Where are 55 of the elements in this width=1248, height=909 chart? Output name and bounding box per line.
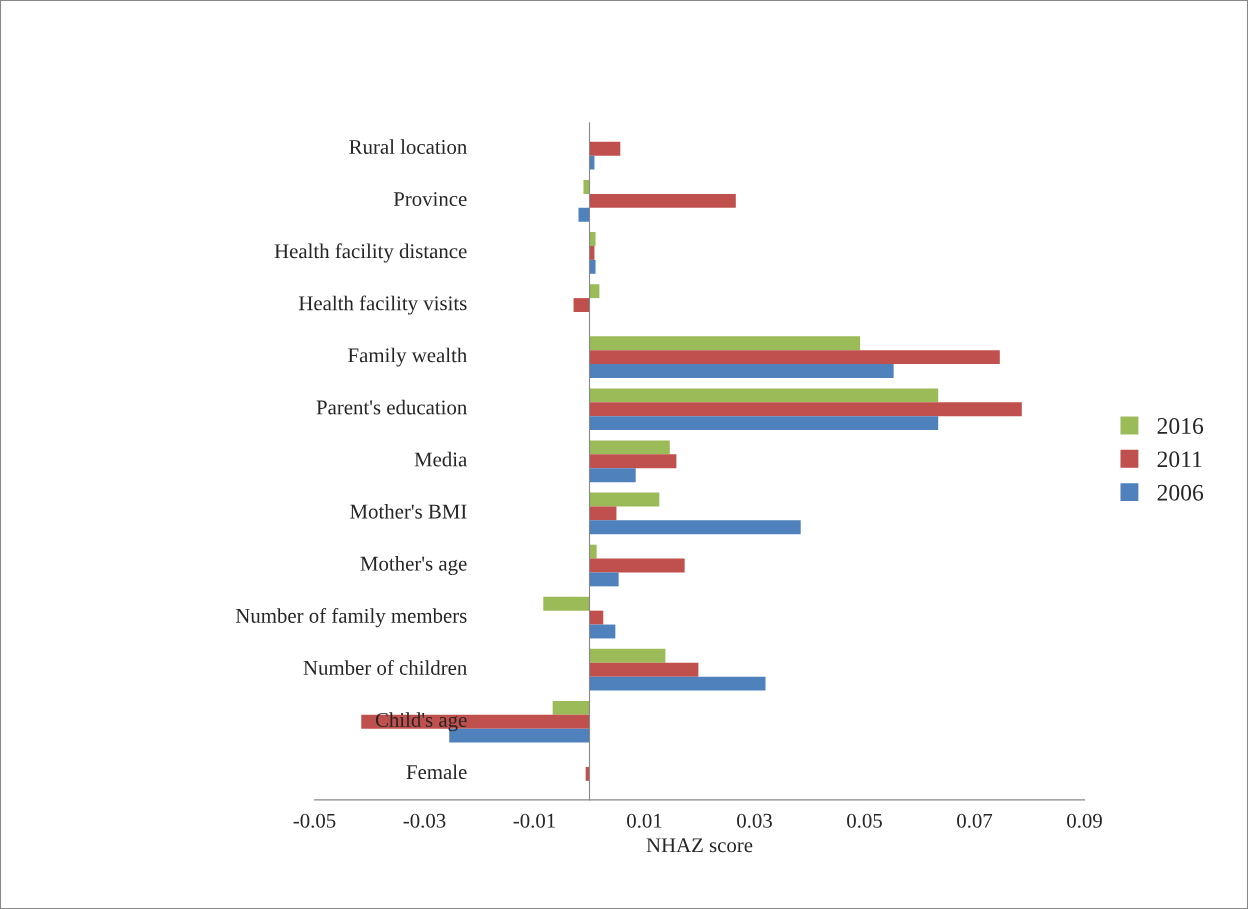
bar: [589, 648, 666, 663]
bar: [573, 298, 590, 312]
y-tick-label: Province: [393, 192, 467, 207]
bar: [589, 572, 619, 587]
bar: [589, 676, 766, 691]
y-tick-label: Family wealth: [348, 347, 468, 367]
y-tick-label: Mother's BMI: [350, 503, 467, 519]
y-tick-label: Parent's education: [316, 399, 467, 415]
y-tick-label: Media: [414, 451, 467, 467]
bar: [589, 610, 604, 625]
x-tick-label: 0.01: [627, 813, 662, 828]
x-tick-label: 0.03: [737, 813, 772, 828]
y-tick-label: Health facility visits: [298, 295, 467, 315]
bar: [589, 624, 616, 639]
bar: [589, 336, 861, 351]
legend-label: 2016: [1157, 418, 1204, 434]
bar: [589, 468, 636, 483]
y-tick-label: Mother's age: [360, 556, 467, 575]
bar: [589, 544, 597, 559]
bar: [589, 284, 600, 299]
y-tick-label: Number of children: [303, 660, 467, 675]
x-tick-label: -0.03: [403, 813, 446, 828]
x-tick-label: 0.07: [957, 813, 993, 828]
y-tick-label: Child's age: [375, 712, 467, 732]
bar: [589, 141, 621, 156]
bar: [589, 402, 1022, 417]
bar: [589, 350, 1000, 365]
x-axis-title: NHAZ score: [646, 838, 753, 853]
bar: [589, 506, 617, 521]
bar: [589, 440, 670, 455]
bar: [589, 364, 894, 378]
bar: [543, 596, 590, 611]
bar: [589, 416, 939, 431]
bar: [589, 232, 596, 246]
bar: [589, 558, 685, 573]
legend-label: 2006: [1157, 484, 1204, 501]
legend-label: 2011: [1157, 451, 1202, 468]
x-tick-label: -0.05: [293, 813, 336, 828]
bar: [589, 520, 801, 535]
y-tick-label: Health facility distance: [274, 243, 467, 263]
bar: [589, 388, 939, 403]
y-tick-label: Number of family members: [235, 608, 467, 628]
bar: [589, 454, 677, 469]
bar: [578, 207, 590, 222]
bar: [589, 259, 596, 274]
y-tick-label: Rural location: [349, 139, 467, 154]
y-tick-label: Female: [406, 764, 467, 780]
bar: [589, 193, 736, 208]
x-tick-label: -0.01: [513, 813, 555, 828]
bar: [589, 492, 660, 507]
bar: [552, 700, 590, 715]
bar: [589, 662, 699, 677]
bar: [583, 180, 590, 194]
x-tick-label: 0.09: [1067, 813, 1102, 828]
x-tick-label: 0.05: [847, 813, 882, 828]
